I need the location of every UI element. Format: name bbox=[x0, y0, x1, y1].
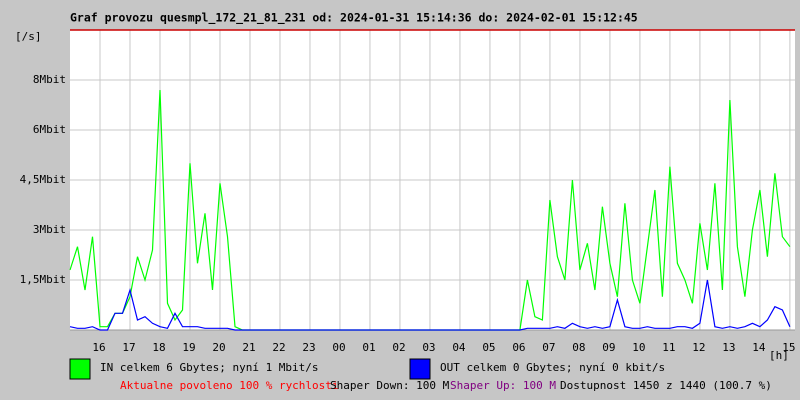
footer-text: Aktualne povoleno 100 % rychlosti bbox=[120, 379, 339, 392]
x-tick-label: 10 bbox=[632, 341, 645, 354]
legend-label: IN celkem 6 Gbytes; nyní 1 Mbit/s bbox=[100, 361, 319, 374]
chart-title: Graf provozu quesmpl_172_21_81_231 od: 2… bbox=[70, 11, 638, 26]
x-tick-label: 07 bbox=[542, 341, 555, 354]
y-tick-label: 4,5Mbit bbox=[20, 173, 66, 186]
x-tick-label: 08 bbox=[572, 341, 585, 354]
x-tick-label: 00 bbox=[332, 341, 345, 354]
footer-text: Dostupnost 1450 z 1440 (100.7 %) bbox=[560, 379, 772, 392]
footer-text: Shaper Up: 100 M bbox=[450, 379, 556, 392]
x-tick-label: 03 bbox=[422, 341, 435, 354]
y-tick-label: 3Mbit bbox=[33, 223, 66, 236]
x-tick-label: 12 bbox=[692, 341, 705, 354]
y-tick-label: 1,5Mbit bbox=[20, 273, 66, 286]
legend-swatch bbox=[69, 358, 91, 380]
x-tick-label: 20 bbox=[212, 341, 225, 354]
x-tick-label: 02 bbox=[392, 341, 405, 354]
x-axis-label: [h] bbox=[769, 349, 789, 362]
footer-text: Shaper Down: 100 M bbox=[330, 379, 450, 392]
y-tick-label: 6Mbit bbox=[33, 123, 66, 136]
x-tick-label: 15 bbox=[782, 341, 795, 354]
x-tick-label: 23 bbox=[302, 341, 315, 354]
series-line bbox=[69, 279, 791, 331]
y-axis-label: [/s] bbox=[15, 30, 42, 43]
x-tick-label: 14 bbox=[752, 341, 766, 354]
x-tick-label: 01 bbox=[362, 341, 375, 354]
x-tick-label: 11 bbox=[662, 341, 675, 354]
x-tick-label: 17 bbox=[122, 341, 135, 354]
x-tick-label: 05 bbox=[482, 341, 495, 354]
x-tick-label: 21 bbox=[242, 341, 255, 354]
x-tick-label: 16 bbox=[92, 341, 105, 354]
x-tick-label: 19 bbox=[182, 341, 195, 354]
x-tick-label: 09 bbox=[602, 341, 615, 354]
x-tick-label: 22 bbox=[272, 341, 285, 354]
legend-label: OUT celkem 0 Gbytes; nyní 0 kbit/s bbox=[440, 361, 665, 374]
x-tick-label: 04 bbox=[452, 341, 466, 354]
x-tick-label: 06 bbox=[512, 341, 525, 354]
legend-swatch bbox=[409, 358, 431, 380]
y-tick-label: 8Mbit bbox=[33, 73, 66, 86]
x-tick-label: 13 bbox=[722, 341, 735, 354]
x-tick-label: 18 bbox=[152, 341, 165, 354]
